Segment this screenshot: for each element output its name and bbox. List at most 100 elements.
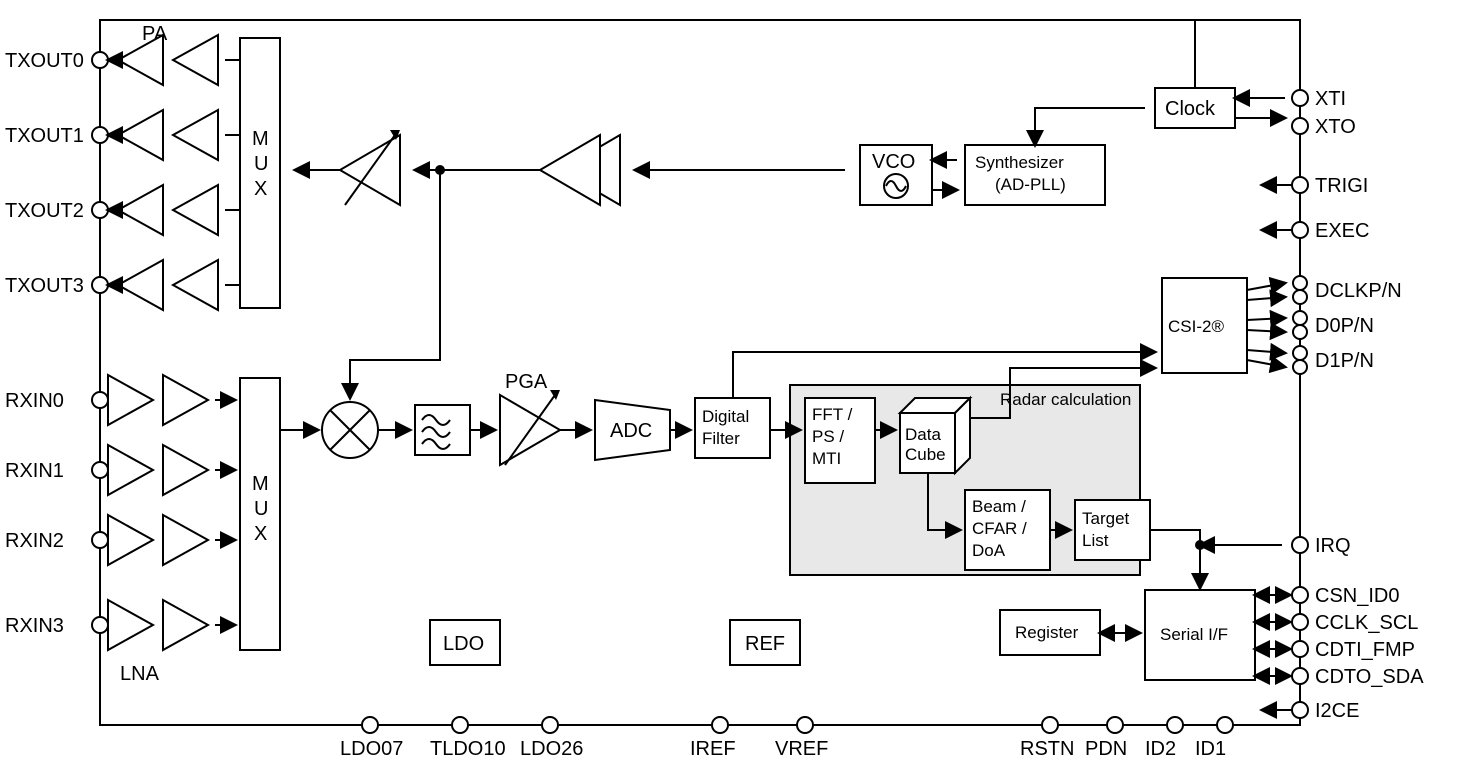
pin-d0pn-n (1293, 325, 1307, 339)
pin-txout3 (92, 277, 108, 293)
adc-label: ADC (610, 420, 652, 442)
svg-text:X: X (254, 178, 267, 200)
pa-bank (118, 35, 218, 310)
vco-label: VCO (872, 151, 915, 173)
svg-text:Cube: Cube (905, 445, 946, 464)
pin-label-id2: ID2 (1145, 738, 1176, 760)
pin-label-cclk: CCLK_SCL (1315, 612, 1418, 634)
pin-label-txout2: TXOUT2 (5, 200, 84, 222)
svg-text:PS /: PS / (812, 427, 844, 446)
pin-iref (712, 717, 728, 733)
pin-d1pn-n (1293, 360, 1307, 374)
pin-label-txout3: TXOUT3 (5, 275, 84, 297)
pin-cdto (1292, 668, 1308, 684)
bottom-pins: LDO07 TLDO10 LDO26 IREF VREF RSTN PDN ID2 ID1 (340, 717, 1233, 760)
pin-label-xti: XTI (1315, 88, 1346, 110)
pin-xto (1292, 118, 1308, 134)
pga-amp (500, 390, 560, 465)
pin-txout1 (92, 127, 108, 143)
pin-label-txout1: TXOUT1 (5, 125, 84, 147)
pin-label-id1: ID1 (1195, 738, 1226, 760)
pin-pdn (1107, 717, 1123, 733)
svg-text:FFT /: FFT / (812, 405, 853, 424)
pin-label-irq: IRQ (1315, 535, 1351, 557)
pin-label-rxin2: RXIN2 (5, 530, 64, 552)
pin-xti (1292, 90, 1308, 106)
pin-label-trigi: TRIGI (1315, 175, 1368, 197)
pin-txout2 (92, 202, 108, 218)
pin-label-i2ce: I2CE (1315, 700, 1359, 722)
pin-label-ldo07: LDO07 (340, 738, 403, 760)
pin-ldo07 (362, 717, 378, 733)
register-label: Register (1015, 623, 1079, 642)
pin-label-pdn: PDN (1085, 738, 1127, 760)
svg-text:Digital: Digital (702, 407, 749, 426)
tx-driver-amps (540, 135, 620, 205)
svg-text:U: U (254, 153, 268, 175)
pin-label-vref: VREF (775, 738, 828, 760)
pin-rxin3 (92, 617, 108, 633)
pin-rstn (1042, 717, 1058, 733)
ldo-label: LDO (443, 633, 484, 655)
pin-dclkpn-n (1293, 290, 1307, 304)
serialif-label: Serial I/F (1160, 625, 1228, 644)
pin-vref (797, 717, 813, 733)
pin-label-iref: IREF (690, 738, 736, 760)
csi2-label: CSI-2® (1168, 317, 1224, 336)
ref-label: REF (745, 633, 785, 655)
clock-label: Clock (1165, 98, 1216, 120)
pin-cclk (1292, 614, 1308, 630)
pin-label-csn: CSN_ID0 (1315, 585, 1399, 607)
pin-rxin0 (92, 392, 108, 408)
pin-label-d1pn: D1P/N (1315, 350, 1374, 372)
svg-text:CFAR /: CFAR / (972, 519, 1027, 538)
pin-i2ce (1292, 702, 1308, 718)
pin-label-rxin1: RXIN1 (5, 460, 64, 482)
pin-ldo26 (542, 717, 558, 733)
pin-label-rxin0: RXIN0 (5, 390, 64, 412)
lna-bank (108, 375, 208, 650)
pin-label-cdto: CDTO_SDA (1315, 666, 1424, 688)
right-pins: XTI XTO TRIGI EXEC DCLKP/N D0P/N D1P/N IRQ CSN_I… (1292, 88, 1424, 722)
pin-txout0 (92, 52, 108, 68)
left-pins: TXOUT0 TXOUT1 TXOUT2 TXOUT3 RXIN0 RXIN1 RXIN2 R… (5, 50, 118, 637)
svg-text:U: U (254, 498, 268, 520)
svg-text:DoA: DoA (972, 541, 1006, 560)
radar-label: Radar calculation (1000, 390, 1131, 409)
synth-label-1: Synthesizer (975, 153, 1064, 172)
svg-text:List: List (1082, 531, 1109, 550)
pin-d1pn-p (1293, 346, 1307, 360)
svg-text:X: X (254, 523, 267, 545)
pin-label-xto: XTO (1315, 116, 1356, 138)
svg-text:MTI: MTI (812, 449, 841, 468)
pin-rxin2 (92, 532, 108, 548)
mixer (322, 402, 378, 458)
pin-exec (1292, 222, 1308, 238)
svg-text:Beam /: Beam / (972, 497, 1026, 516)
pin-irq (1292, 537, 1308, 553)
pin-id2 (1167, 717, 1183, 733)
pin-label-ldo26: LDO26 (520, 738, 583, 760)
lna-label: LNA (120, 663, 160, 685)
pin-d0pn-p (1293, 311, 1307, 325)
svg-text:Filter: Filter (702, 429, 740, 448)
pga-label: PGA (505, 371, 548, 393)
pin-label-rstn: RSTN (1020, 738, 1074, 760)
svg-text:M: M (252, 473, 269, 495)
pin-label-d0pn: D0P/N (1315, 315, 1374, 337)
pin-label-exec: EXEC (1315, 220, 1369, 242)
pin-label-cdti: CDTI_FMP (1315, 639, 1415, 661)
pin-rxin1 (92, 462, 108, 478)
pin-label-rxin3: RXIN3 (5, 615, 64, 637)
svg-text:(AD-PLL): (AD-PLL) (995, 175, 1066, 194)
pin-label-txout0: TXOUT0 (5, 50, 84, 72)
pin-label-tldo10: TLDO10 (430, 738, 506, 760)
pin-tldo10 (452, 717, 468, 733)
pin-dclkpn-p (1293, 276, 1307, 290)
variable-amp (340, 130, 400, 205)
pin-id1 (1217, 717, 1233, 733)
svg-text:Target: Target (1082, 509, 1130, 528)
svg-text:M: M (252, 128, 269, 150)
pin-label-dclkpn: DCLKP/N (1315, 280, 1402, 302)
svg-text:Data: Data (905, 425, 941, 444)
